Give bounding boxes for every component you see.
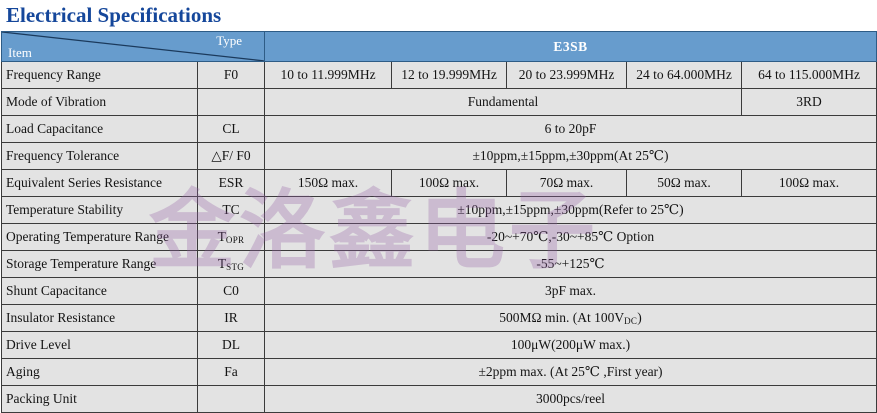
row-item-label: Load Capacitance	[1, 115, 198, 143]
row-item-label: Operating Temperature Range	[1, 223, 198, 251]
row-value-cell: 50Ω max.	[626, 169, 742, 197]
row-value-cell: 3000pcs/reel	[264, 385, 877, 413]
row-type-symbol: TSTG	[197, 250, 265, 278]
row-value-cell: 20 to 23.999MHz	[506, 61, 627, 89]
row-item-label: Drive Level	[1, 331, 198, 359]
row-value-cell: 64 to 115.000MHz	[741, 61, 877, 89]
row-value-cell: 3pF max.	[264, 277, 877, 305]
row-type-symbol: TOPR	[197, 223, 265, 251]
table-row: Shunt Capacitance C0 3pF max.	[1, 277, 877, 305]
row-value-cell: 100Ω max.	[741, 169, 877, 197]
row-value-cell: Fundamental	[264, 88, 742, 116]
row-item-label: Shunt Capacitance	[1, 277, 198, 305]
table-row: Frequency Tolerance △F/ F0 ±10ppm,±15ppm,±…	[1, 142, 877, 170]
row-type-symbol	[197, 385, 265, 413]
table-row: Mode of Vibration Fundamental 3RD	[1, 88, 877, 116]
row-type-symbol: C0	[197, 277, 265, 305]
spec-table-container: 金洛鑫电子 Type Item E3SB Frequency R	[1, 31, 877, 413]
row-type-symbol: Fa	[197, 358, 265, 386]
table-row: Frequency Range F0 10 to 11.999MHz 12 to 19…	[1, 61, 877, 89]
table-row: Operating Temperature Range TOPR -20~+70℃,…	[1, 223, 877, 251]
row-item-label: Mode of Vibration	[1, 88, 198, 116]
row-value-cell: 150Ω max.	[264, 169, 392, 197]
table-row: Aging Fa ±2ppm max. (At 25℃ ,First year)	[1, 358, 877, 386]
table-row: Drive Level DL 100μW(200μW max.)	[1, 331, 877, 359]
row-item-label: Insulator Resistance	[1, 304, 198, 332]
row-value-cell: -55~+125℃	[264, 250, 877, 278]
row-type-symbol	[197, 88, 265, 116]
row-value-cell: ±10ppm,±15ppm,±30ppm(At 25℃)	[264, 142, 877, 170]
row-type-symbol: CL	[197, 115, 265, 143]
header-item-label: Item	[8, 45, 32, 60]
row-value-cell: 12 to 19.999MHz	[391, 61, 507, 89]
page-title: Electrical Specifications	[6, 3, 222, 27]
table-row: Load Capacitance CL 6 to 20pF	[1, 115, 877, 143]
table-header-row: Type Item E3SB	[1, 31, 877, 62]
row-type-symbol: ESR	[197, 169, 265, 197]
electrical-specifications-table: Type Item E3SB Frequency Range F0 10 to 11…	[1, 31, 877, 413]
table-row: Temperature Stability TC ±10ppm,±15ppm,±30…	[1, 196, 877, 224]
row-value-cell: 100Ω max.	[391, 169, 507, 197]
header-corner-cell: Type Item	[1, 31, 265, 62]
row-value-cell: -20~+70℃,-30~+85℃ Option	[264, 223, 877, 251]
header-model-label: E3SB	[264, 31, 877, 62]
row-value-cell: 10 to 11.999MHz	[264, 61, 392, 89]
row-type-symbol: TC	[197, 196, 265, 224]
header-type-label: Type	[216, 33, 242, 48]
table-row: Storage Temperature Range TSTG -55~+125℃	[1, 250, 877, 278]
row-value-cell: ±10ppm,±15ppm,±30ppm(Refer to 25℃)	[264, 196, 877, 224]
row-type-symbol: IR	[197, 304, 265, 332]
row-value-cell: 6 to 20pF	[264, 115, 877, 143]
table-row: Equivalent Series Resistance ESR 150Ω max.…	[1, 169, 877, 197]
row-value-cell: 24 to 64.000MHz	[626, 61, 742, 89]
row-item-label: Frequency Range	[1, 61, 198, 89]
row-item-label: Packing Unit	[1, 385, 198, 413]
row-value-cell: ±2ppm max. (At 25℃ ,First year)	[264, 358, 877, 386]
row-value-cell: 70Ω max.	[506, 169, 627, 197]
table-body: Type Item E3SB Frequency Range F0 10 to 11…	[1, 31, 877, 413]
row-item-label: Frequency Tolerance	[1, 142, 198, 170]
row-item-label: Aging	[1, 358, 198, 386]
row-type-symbol: F0	[197, 61, 265, 89]
row-value-cell: 500MΩ min. (At 100VDC)	[264, 304, 877, 332]
row-item-label: Temperature Stability	[1, 196, 198, 224]
row-value-cell: 100μW(200μW max.)	[264, 331, 877, 359]
table-row: Packing Unit 3000pcs/reel	[1, 385, 877, 413]
row-type-symbol: △F/ F0	[197, 142, 265, 170]
row-item-label: Equivalent Series Resistance	[1, 169, 198, 197]
row-item-label: Storage Temperature Range	[1, 250, 198, 278]
row-value-cell: 3RD	[741, 88, 877, 116]
row-type-symbol: DL	[197, 331, 265, 359]
table-row: Insulator Resistance IR 500MΩ min. (At 100…	[1, 304, 877, 332]
